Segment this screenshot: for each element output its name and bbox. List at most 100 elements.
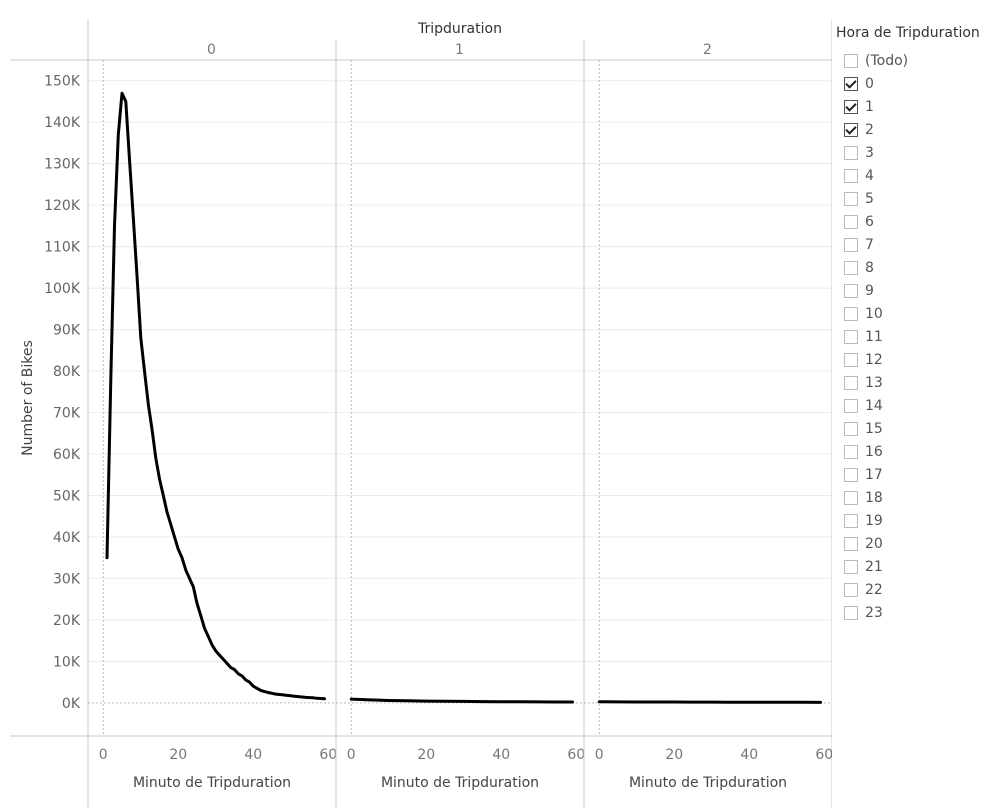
x-tick-label: 60 bbox=[319, 747, 337, 763]
legend-item[interactable]: 5 bbox=[844, 187, 1001, 210]
legend-item-label: 15 bbox=[865, 420, 883, 437]
x-tick-label: 40 bbox=[740, 747, 758, 763]
checkbox[interactable] bbox=[844, 421, 858, 436]
legend-item[interactable]: 19 bbox=[844, 509, 1001, 532]
y-tick-label: 90K bbox=[53, 323, 81, 339]
legend-item[interactable]: 1 bbox=[844, 95, 1001, 118]
checkbox[interactable] bbox=[844, 122, 858, 137]
legend-item-label: 2 bbox=[865, 121, 874, 138]
legend-item-label: 11 bbox=[865, 328, 883, 345]
checkbox[interactable] bbox=[844, 444, 858, 459]
x-axis-label: Minuto de Tripduration bbox=[381, 775, 539, 791]
legend-item-label: 23 bbox=[865, 604, 883, 621]
checkbox[interactable] bbox=[844, 237, 858, 252]
filter-legend: Hora de Tripduration (Todo) 0 1 2 3 4 5 6 7 8 9 10 1… bbox=[836, 25, 1001, 624]
checkbox[interactable] bbox=[844, 99, 858, 114]
legend-item-label: 22 bbox=[865, 581, 883, 598]
series-line-facet-1 bbox=[349, 697, 574, 704]
x-tick-label: 0 bbox=[99, 747, 108, 763]
legend-item[interactable]: 4 bbox=[844, 164, 1001, 187]
checkbox[interactable] bbox=[844, 306, 858, 321]
checkbox[interactable] bbox=[844, 536, 858, 551]
checkbox[interactable] bbox=[844, 76, 858, 91]
checkbox[interactable] bbox=[844, 559, 858, 574]
legend-item[interactable]: 6 bbox=[844, 210, 1001, 233]
y-tick-label: 120K bbox=[44, 198, 81, 214]
legend-item[interactable]: 14 bbox=[844, 394, 1001, 417]
facet-header-2: 2 bbox=[703, 42, 712, 58]
legend-item-label: 5 bbox=[865, 190, 874, 207]
x-tick-label: 60 bbox=[567, 747, 585, 763]
y-tick-label: 20K bbox=[53, 613, 81, 629]
checkbox[interactable] bbox=[844, 329, 858, 344]
legend-item-label: 8 bbox=[865, 259, 874, 276]
y-tick-label: 130K bbox=[44, 157, 81, 173]
legend-item-label: (Todo) bbox=[865, 52, 909, 69]
legend-item-label: 16 bbox=[865, 443, 883, 460]
checkbox[interactable] bbox=[844, 53, 858, 68]
legend-item-label: 21 bbox=[865, 558, 883, 575]
legend-item[interactable]: 20 bbox=[844, 532, 1001, 555]
legend-item[interactable]: 21 bbox=[844, 555, 1001, 578]
legend-item[interactable]: 3 bbox=[844, 141, 1001, 164]
legend-item-label: 3 bbox=[865, 144, 874, 161]
legend-item[interactable]: 12 bbox=[844, 348, 1001, 371]
legend-item-label: 14 bbox=[865, 397, 883, 414]
checkbox[interactable] bbox=[844, 513, 858, 528]
x-tick-label: 60 bbox=[815, 747, 832, 763]
legend-item[interactable]: 22 bbox=[844, 578, 1001, 601]
legend-item-label: 12 bbox=[865, 351, 883, 368]
legend-item[interactable]: 2 bbox=[844, 118, 1001, 141]
checkbox[interactable] bbox=[844, 467, 858, 482]
legend-item[interactable]: 10 bbox=[844, 302, 1001, 325]
y-tick-label: 30K bbox=[53, 571, 81, 587]
checkbox[interactable] bbox=[844, 605, 858, 620]
legend-item[interactable]: 18 bbox=[844, 486, 1001, 509]
legend-item[interactable]: 17 bbox=[844, 463, 1001, 486]
checkbox[interactable] bbox=[844, 168, 858, 183]
legend-item-label: 13 bbox=[865, 374, 883, 391]
y-tick-label: 150K bbox=[44, 74, 81, 90]
legend-item-label: 9 bbox=[865, 282, 874, 299]
legend-item-label: 20 bbox=[865, 535, 883, 552]
x-axis-label: Minuto de Tripduration bbox=[133, 775, 291, 791]
y-axis-label: Number of Bikes bbox=[20, 340, 36, 456]
checkbox[interactable] bbox=[844, 191, 858, 206]
checkbox[interactable] bbox=[844, 398, 858, 413]
legend-item[interactable]: 16 bbox=[844, 440, 1001, 463]
facet-title: Tripduration bbox=[418, 21, 502, 37]
checkbox[interactable] bbox=[844, 214, 858, 229]
legend-item[interactable]: (Todo) bbox=[844, 49, 1001, 72]
checkbox[interactable] bbox=[844, 145, 858, 160]
checkbox[interactable] bbox=[844, 582, 858, 597]
y-tick-label: 80K bbox=[53, 364, 81, 380]
x-axis-label: Minuto de Tripduration bbox=[629, 775, 787, 791]
x-tick-label: 0 bbox=[347, 747, 356, 763]
legend-item[interactable]: 15 bbox=[844, 417, 1001, 440]
legend-item[interactable]: 23 bbox=[844, 601, 1001, 624]
legend-item-label: 4 bbox=[865, 167, 874, 184]
line-chart: 0K10K20K30K40K50K60K70K80K90K100K110K120… bbox=[10, 20, 832, 807]
series-line-facet-2 bbox=[597, 700, 822, 704]
checkbox[interactable] bbox=[844, 352, 858, 367]
legend-item-label: 6 bbox=[865, 213, 874, 230]
legend-items: (Todo) 0 1 2 3 4 5 6 7 8 9 10 11 12 13 14 15 16 17 18 19 20 21… bbox=[836, 49, 1001, 624]
y-tick-label: 0K bbox=[62, 696, 81, 712]
legend-item-label: 17 bbox=[865, 466, 883, 483]
checkbox[interactable] bbox=[844, 490, 858, 505]
legend-item[interactable]: 13 bbox=[844, 371, 1001, 394]
legend-item[interactable]: 0 bbox=[844, 72, 1001, 95]
legend-item-label: 1 bbox=[865, 98, 874, 115]
legend-item[interactable]: 9 bbox=[844, 279, 1001, 302]
checkbox[interactable] bbox=[844, 260, 858, 275]
facet-header-0: 0 bbox=[207, 42, 216, 58]
y-tick-label: 10K bbox=[53, 654, 81, 670]
legend-item[interactable]: 8 bbox=[844, 256, 1001, 279]
checkbox[interactable] bbox=[844, 375, 858, 390]
checkbox[interactable] bbox=[844, 283, 858, 298]
legend-item[interactable]: 11 bbox=[844, 325, 1001, 348]
y-tick-label: 110K bbox=[44, 240, 81, 256]
legend-title: Hora de Tripduration bbox=[836, 25, 980, 41]
legend-item[interactable]: 7 bbox=[844, 233, 1001, 256]
y-tick-label: 100K bbox=[44, 281, 81, 297]
